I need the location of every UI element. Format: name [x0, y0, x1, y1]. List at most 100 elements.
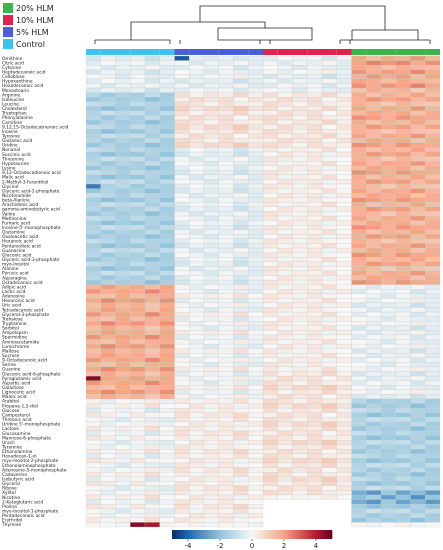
heat-cell	[366, 115, 382, 121]
colorbar-segment	[208, 530, 211, 539]
heat-cell	[159, 119, 175, 125]
heat-cell	[292, 334, 308, 340]
heat-cell	[144, 247, 160, 253]
heat-cell	[425, 78, 441, 84]
heat-cell	[189, 513, 205, 518]
heat-cell	[410, 138, 426, 144]
heat-cell	[262, 362, 278, 368]
heat-cell	[144, 353, 160, 358]
heat-cell	[233, 311, 249, 317]
heat-cell	[159, 270, 175, 276]
heat-cell	[380, 444, 396, 450]
heat-cell	[425, 426, 441, 432]
heat-cell	[380, 83, 396, 89]
heat-cell	[115, 270, 131, 276]
heat-cell	[189, 179, 205, 185]
heat-cell	[321, 55, 337, 61]
heat-cell	[307, 302, 323, 308]
heat-cell	[351, 197, 367, 203]
heat-cell	[410, 394, 426, 400]
heat-cell	[248, 499, 264, 505]
heat-cell	[189, 69, 205, 75]
heat-cell	[85, 375, 101, 381]
row-label: 9,12,15-Octadecatrienoic acid	[2, 124, 69, 130]
heat-cell	[248, 343, 264, 349]
heat-cell	[262, 165, 278, 171]
heat-cell	[351, 110, 367, 116]
heat-cell	[130, 357, 146, 363]
heat-cell	[144, 389, 160, 395]
heat-cell	[277, 119, 293, 125]
heat-cell	[218, 485, 234, 491]
heat-cell	[410, 156, 426, 162]
heat-cell	[130, 124, 146, 130]
row-label: Asparagine	[2, 275, 27, 281]
heat-cell	[380, 330, 396, 336]
heat-cell	[130, 385, 146, 390]
heat-cell	[248, 371, 264, 377]
row-label: Threonic acid	[1, 417, 32, 423]
heat-cell	[85, 234, 101, 240]
heat-cell	[292, 293, 308, 299]
colorbar-segment	[182, 530, 185, 539]
heat-cell	[203, 275, 219, 281]
heat-cell	[262, 74, 278, 79]
row-label: Tryptophan	[1, 111, 27, 117]
heat-cell	[292, 275, 308, 281]
heat-cell	[366, 197, 382, 203]
colorbar-tick-label: 2	[282, 542, 286, 550]
heat-cell	[159, 206, 175, 212]
heat-cell	[336, 60, 352, 66]
heat-cell	[144, 119, 160, 125]
heat-cell	[85, 334, 101, 340]
heat-cell	[395, 311, 411, 317]
heat-cell	[366, 353, 382, 358]
heat-cell	[307, 234, 323, 240]
heat-cell	[336, 225, 352, 230]
heat-cell	[203, 229, 219, 235]
heat-cell	[144, 252, 160, 258]
heat-cell	[100, 293, 116, 299]
heat-cell	[292, 302, 308, 308]
heat-cell	[307, 92, 323, 98]
heat-cell	[85, 385, 101, 390]
heat-cell	[395, 170, 411, 176]
heat-cell	[174, 60, 190, 66]
heat-cell	[233, 439, 249, 445]
heat-cell	[292, 238, 308, 244]
heat-cell	[336, 252, 352, 258]
heat-cell	[144, 266, 160, 272]
heat-cell	[292, 170, 308, 176]
heat-cell	[321, 211, 337, 217]
heat-cell	[410, 110, 426, 116]
heat-cell	[100, 362, 116, 368]
heat-cell	[380, 138, 396, 144]
heat-cell	[218, 147, 234, 153]
heat-cell	[395, 476, 411, 482]
row-label: Glutamic acid	[2, 138, 32, 144]
heat-cell	[203, 412, 219, 418]
heat-cell	[248, 234, 264, 240]
heat-cell	[277, 430, 293, 436]
colorbar-segment	[210, 530, 213, 539]
colorbar-segment	[284, 530, 287, 539]
heat-cell	[115, 485, 131, 491]
heat-cell	[395, 430, 411, 436]
heat-cell	[336, 142, 352, 148]
heat-cell	[262, 403, 278, 409]
heat-cell	[115, 83, 131, 89]
heat-cell	[115, 78, 131, 84]
heat-cell	[233, 97, 249, 102]
heat-cell	[307, 426, 323, 432]
colorbar-tick-label: 0	[250, 542, 254, 550]
heat-cell	[144, 504, 160, 509]
heat-cell	[410, 449, 426, 454]
heat-cell	[307, 202, 323, 208]
heat-cell	[100, 225, 116, 230]
row-label: Guanine	[2, 367, 21, 373]
heat-cell	[159, 462, 175, 468]
heat-cell	[144, 151, 160, 157]
heat-cell	[292, 398, 308, 404]
heat-cell	[159, 252, 175, 258]
heat-cell	[115, 412, 131, 418]
